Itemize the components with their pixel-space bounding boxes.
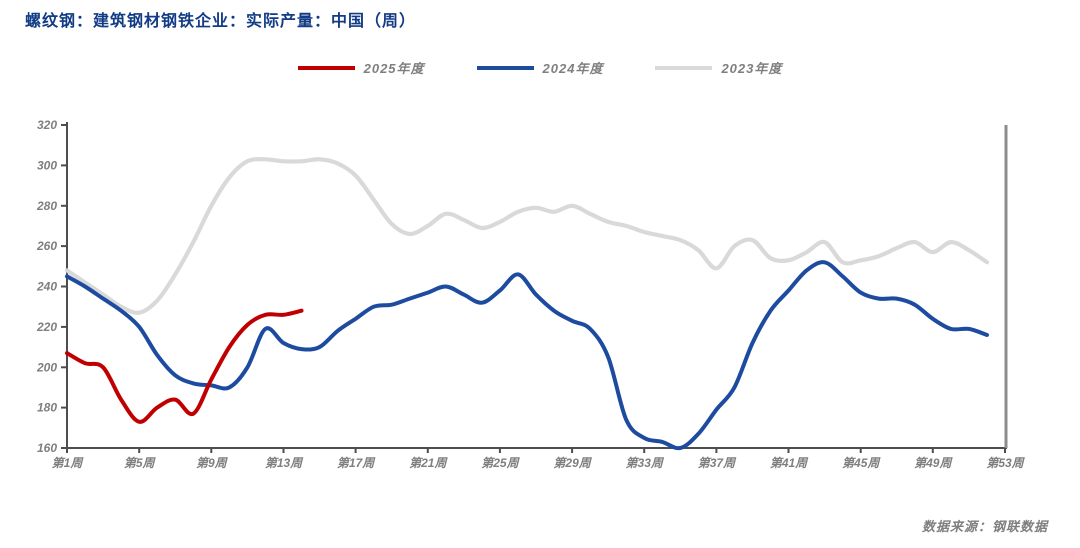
x-tick-label: 第9周 — [196, 456, 229, 470]
legend-label: 2025年度 — [363, 61, 425, 76]
legend-label: 2023年度 — [721, 61, 783, 76]
x-tick-label: 第37周 — [698, 456, 737, 470]
y-tick-label: 220 — [36, 320, 57, 334]
x-tick-label: 第17周 — [337, 456, 376, 470]
y-tick-label: 180 — [37, 401, 57, 415]
y-tick-label: 160 — [37, 441, 57, 455]
x-tick-label: 第49周 — [914, 456, 953, 470]
data-source: 数据来源：钢联数据 — [921, 519, 1048, 534]
legend: 2025年度 2024年度 2023年度 — [0, 58, 1080, 77]
x-tick-label: 第13周 — [265, 456, 304, 470]
x-tick-label: 第5周 — [124, 456, 157, 470]
legend-item-2025年度[interactable]: 2025年度 — [297, 58, 425, 77]
y-tick-label: 320 — [37, 118, 57, 132]
series-line-2023年度 — [64, 157, 990, 315]
x-tick-label: 第25周 — [481, 456, 520, 470]
legend-swatch-2025年度 — [297, 65, 355, 70]
series-line-2024年度 — [65, 260, 989, 451]
x-tick-label: 第29周 — [553, 456, 592, 470]
legend-swatch-2024年度 — [476, 65, 534, 70]
y-tick-label: 260 — [36, 239, 57, 253]
y-tick-label: 280 — [36, 199, 57, 213]
x-tick-label: 第53周 — [986, 456, 1025, 470]
legend-item-2023年度[interactable]: 2023年度 — [655, 58, 782, 77]
y-tick-label: 240 — [36, 280, 57, 294]
x-tick-label: 第45周 — [842, 456, 881, 470]
x-tick-label: 第33周 — [626, 456, 665, 470]
legend-item-2024年度[interactable]: 2024年度 — [476, 58, 604, 77]
x-tick-label: 第41周 — [770, 456, 809, 470]
y-tick-label: 200 — [36, 360, 57, 374]
x-tick-label: 第21周 — [409, 456, 448, 470]
x-tick-label: 第1周 — [52, 456, 85, 470]
series-line-2025年度 — [65, 308, 304, 424]
y-tick-label: 300 — [37, 158, 57, 172]
legend-swatch-2023年度 — [655, 65, 713, 70]
legend-label: 2024年度 — [542, 61, 604, 76]
chart-title: 螺纹钢：建筑钢材钢铁企业：实际产量：中国（周） — [25, 13, 417, 30]
